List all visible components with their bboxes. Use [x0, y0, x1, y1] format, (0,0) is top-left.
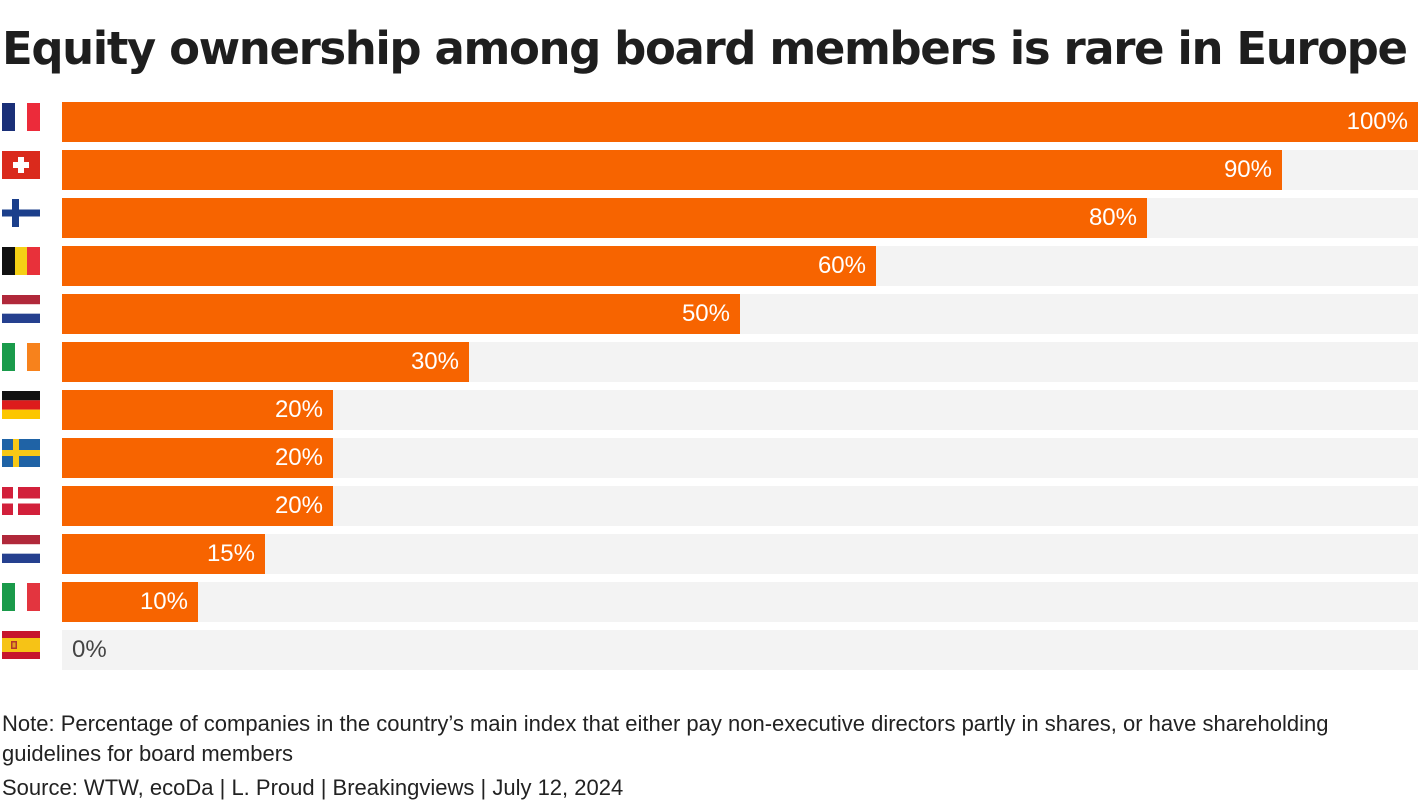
bar-row: 90% — [0, 150, 1420, 190]
bar-track — [62, 630, 1418, 670]
bar — [62, 294, 740, 334]
bar-value-label: 100% — [1346, 108, 1408, 135]
bar-value-label: 0% — [72, 636, 107, 663]
bar — [62, 198, 1147, 238]
bar — [62, 486, 333, 526]
bar-value-label: 50% — [681, 300, 730, 327]
belgium-flag-icon — [2, 247, 40, 275]
bar — [62, 438, 333, 478]
bar-row: 20% — [0, 390, 1420, 430]
bar-value-label: 60% — [817, 252, 866, 279]
france-flag-icon — [2, 103, 40, 131]
bar-chart: 100% 90% 80% 60% 50% 30% 20% 20% 20% 15% 10% 0% — [0, 102, 1420, 670]
bar-row: 80% — [0, 198, 1420, 238]
bar — [62, 150, 1282, 190]
bar-row: 15% — [0, 534, 1420, 574]
bar — [62, 342, 469, 382]
bar-row: 20% — [0, 486, 1420, 526]
switzerland-flag-icon — [2, 151, 40, 179]
bar — [62, 102, 1418, 142]
bar-value-label: 80% — [1088, 204, 1137, 231]
spain-flag-icon — [2, 631, 40, 659]
bar-value-label: 20% — [274, 396, 323, 423]
bar-track — [62, 534, 1418, 574]
sweden-flag-icon — [2, 439, 40, 467]
bar-row: 30% — [0, 342, 1420, 382]
bar — [62, 390, 333, 430]
bar-track — [62, 582, 1418, 622]
bar — [62, 246, 876, 286]
denmark-flag-icon — [2, 487, 40, 515]
bar-row: 100% — [0, 102, 1420, 142]
bar-row: 0% — [0, 630, 1420, 670]
finland-flag-icon — [2, 199, 40, 227]
chart-title: Equity ownership among board members is … — [2, 22, 1408, 75]
bar — [62, 534, 265, 574]
bar — [62, 582, 198, 622]
bar-value-label: 15% — [206, 540, 255, 567]
chart-note: Note: Percentage of companies in the cou… — [2, 711, 1329, 766]
netherlands-flag-icon — [2, 295, 40, 323]
bar-value-label: 90% — [1223, 156, 1272, 183]
bar-value-label: 30% — [410, 348, 459, 375]
bar-value-label: 10% — [139, 588, 188, 615]
bar-value-label: 20% — [274, 492, 323, 519]
germany-flag-icon — [2, 391, 40, 419]
ireland-flag-icon — [2, 343, 40, 371]
bar-row: 50% — [0, 294, 1420, 334]
netherlands-flag-icon — [2, 535, 40, 563]
bar-row: 60% — [0, 246, 1420, 286]
chart-source: Source: WTW, ecoDa | L. Proud | Breaking… — [2, 775, 624, 800]
bar-value-label: 20% — [274, 444, 323, 471]
bar-row: 10% — [0, 582, 1420, 622]
bar-row: 20% — [0, 438, 1420, 478]
italy-flag-icon — [2, 583, 40, 611]
